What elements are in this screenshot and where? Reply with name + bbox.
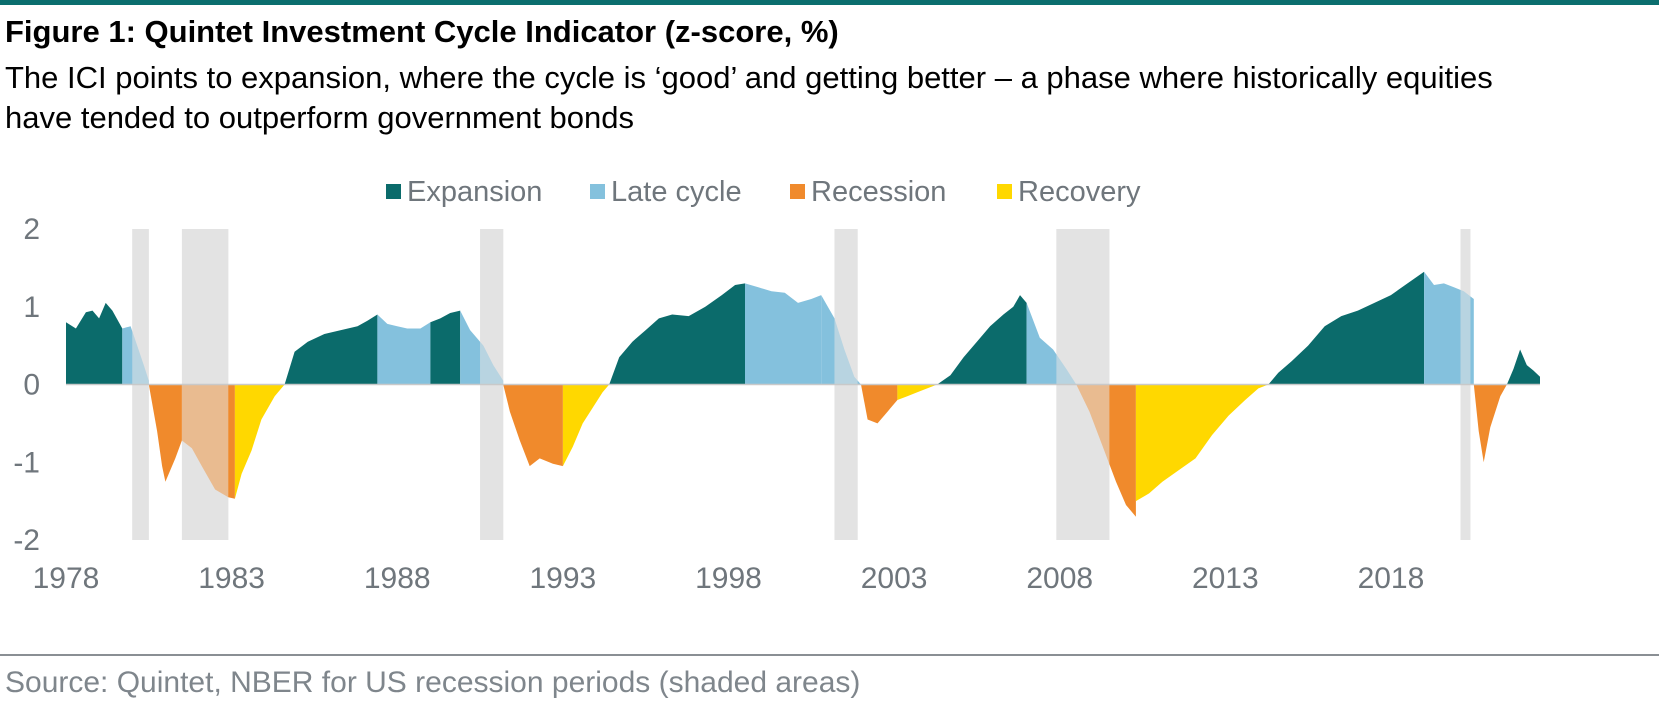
legend-swatch-late-cycle (590, 184, 605, 199)
bottom-rule (0, 654, 1659, 656)
ici-area-chart: Expansion Late cycle Recession Recovery … (13, 176, 1540, 595)
area-segment-recession-15 (861, 384, 898, 424)
legend-swatch-expansion (386, 184, 401, 199)
area-series (66, 229, 1540, 540)
y-tick-label: 2 (23, 213, 40, 246)
x-tick-label: 2008 (1026, 562, 1093, 595)
x-tick-label: 1983 (198, 562, 265, 595)
area-segment-expansion-6 (284, 314, 378, 385)
area-segment-expansion-1 (66, 302, 123, 385)
x-tick-label: 2018 (1358, 562, 1425, 595)
x-tick-label: 1998 (695, 562, 762, 595)
x-tick-label: 2013 (1192, 562, 1259, 595)
legend-swatch-recovery (997, 184, 1012, 199)
area-segment-recovery-5 (234, 384, 285, 499)
area-segment-expansion-12 (609, 283, 745, 385)
figure-title: Figure 1: Quintet Investment Cycle Indic… (5, 14, 839, 49)
area-segment-expansion-17 (937, 295, 1027, 385)
x-tick-label: 1988 (364, 562, 431, 595)
source-note: Source: Quintet, NBER for US recession p… (5, 666, 861, 699)
area-segment-expansion-8 (430, 310, 461, 385)
area-segment-recession-3 (148, 384, 182, 482)
x-tick-label: 2003 (861, 562, 928, 595)
legend-label-recession: Recession (811, 176, 946, 208)
top-rule (0, 0, 1659, 5)
figure-subtitle: The ICI points to expansion, where the c… (5, 60, 1493, 135)
legend-label-expansion: Expansion (407, 176, 542, 208)
x-tick-label: 1993 (529, 562, 596, 595)
legend-label-late-cycle: Late cycle (611, 176, 742, 208)
x-tick-label: 1978 (33, 562, 100, 595)
y-tick-label: 0 (23, 369, 40, 402)
area-segment-late-cycle-18 (1026, 302, 1077, 385)
area-segment-expansion-21 (1268, 271, 1425, 385)
y-tick-label: -2 (13, 524, 40, 557)
area-segment-late-cycle-7 (377, 314, 431, 385)
x-axis-labels: 1978 1983 1988 1993 1998 2003 2008 2013 2018 (33, 562, 1425, 595)
area-segment-recovery-16 (897, 384, 938, 400)
area-segment-expansion-24 (1506, 349, 1540, 385)
area-segment-recession-23 (1473, 384, 1507, 463)
area-segment-late-cycle-13 (745, 283, 822, 385)
y-axis-labels: 2 1 0 -1 -2 (13, 213, 40, 557)
legend: Expansion Late cycle Recession Recovery (386, 176, 1141, 208)
legend-label-recovery: Recovery (1018, 176, 1141, 208)
area-segment-recovery-11 (562, 384, 610, 467)
y-tick-label: 1 (23, 291, 40, 324)
y-tick-label: -1 (13, 446, 40, 479)
legend-swatch-recession (790, 184, 805, 199)
area-segment-recovery-20 (1135, 384, 1269, 502)
area-segment-recession-10 (503, 384, 563, 467)
